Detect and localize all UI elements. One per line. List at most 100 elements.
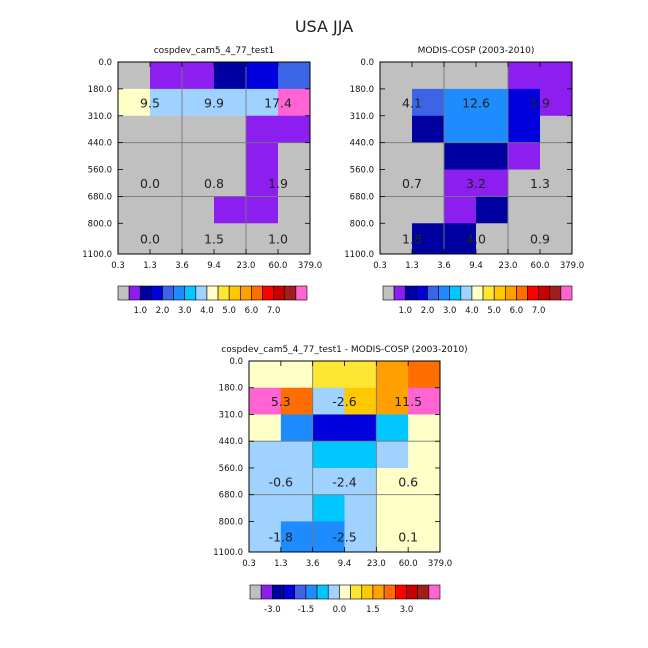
- heatmap-cell: [246, 196, 279, 224]
- x-tick-label: 1.3: [274, 559, 288, 569]
- heatmap-cell: [150, 169, 183, 197]
- heatmap-cell: [476, 169, 509, 197]
- heatmap-cell: [408, 441, 441, 469]
- colorbar-swatch: [538, 285, 551, 301]
- colorbar-label: 1.0: [133, 306, 147, 316]
- y-tick-label: 800.0: [88, 219, 112, 229]
- heatmap-cell: [312, 361, 345, 389]
- heatmap-cell: [412, 115, 445, 144]
- heatmap-cell: [249, 467, 282, 496]
- y-tick-label: 440.0: [88, 139, 112, 149]
- heatmap-cell: [344, 361, 377, 389]
- heatmap-cell: [408, 521, 441, 553]
- heatmap-cell: [278, 142, 311, 170]
- y-tick-label: 800.0: [350, 219, 374, 229]
- cell-value-label: 0.6: [398, 474, 418, 489]
- y-tick-label: 800.0: [219, 517, 243, 527]
- heatmap-cell: [280, 441, 314, 469]
- y-tick-label: 1100.0: [213, 548, 243, 558]
- x-tick-label: 3.6: [306, 559, 320, 569]
- panel-model: cospdev_cam5_4_77_test1 0.3 1.3 3.6 9.4 23.0 6…: [82, 46, 322, 316]
- colorbar-swatch: [151, 285, 163, 301]
- heatmap-cell: [278, 62, 311, 90]
- heatmap-cell: [508, 169, 541, 197]
- colorbar-swatch: [527, 285, 539, 301]
- heatmap-cell: [214, 223, 247, 255]
- cell-value-label: 0.1: [398, 530, 418, 545]
- heatmap-cell: [412, 196, 445, 224]
- heatmap-cell: [150, 115, 183, 144]
- x-tick-label: 0.3: [242, 559, 256, 569]
- heatmap-cell: [408, 494, 441, 522]
- colorbar-label: -3.0: [264, 605, 281, 615]
- heatmap-cell: [214, 169, 247, 197]
- colorbar-swatch: [382, 285, 395, 301]
- heatmap-cell: [118, 115, 151, 144]
- heatmap-cell: [249, 441, 282, 469]
- y-tick-label: 440.0: [350, 139, 374, 149]
- heatmap-cell: [182, 115, 215, 144]
- heatmap-cell: [344, 387, 377, 415]
- heatmap-cell: [380, 169, 413, 197]
- y-tick-label: 0.0: [229, 357, 243, 367]
- cell-value-label: 12.6: [462, 95, 490, 110]
- cell-value-label: 9.5: [140, 95, 160, 110]
- colorbar-swatch: [272, 584, 284, 600]
- heatmap-cell: [344, 441, 377, 469]
- heatmap-cell: [412, 169, 445, 197]
- x-tick-label: 60.0: [269, 261, 288, 271]
- colorbar-swatch: [273, 285, 286, 301]
- colorbar-swatch: [128, 285, 141, 301]
- heatmap-cell: [312, 387, 345, 415]
- heatmap-cell: [214, 142, 247, 170]
- heatmap-cell: [476, 223, 509, 255]
- colorbar-swatch: [417, 584, 430, 600]
- colorbar-label: 3.0: [443, 306, 457, 316]
- colorbar-swatch: [139, 285, 152, 301]
- colorbar-swatch: [350, 584, 363, 600]
- colorbar-swatch: [560, 285, 573, 301]
- heatmap-cell: [150, 62, 183, 90]
- colorbar-label: 7.0: [267, 306, 281, 316]
- colorbar-label: 0.0: [333, 605, 347, 615]
- heatmap-cell: [412, 88, 445, 117]
- colorbar-swatch: [251, 285, 263, 301]
- x-tick-label: 9.4: [469, 261, 483, 271]
- heatmap-cell: [412, 62, 445, 90]
- heatmap-cell: [376, 361, 409, 389]
- colorbar-swatch: [173, 285, 186, 301]
- heatmap-cell: [280, 387, 314, 415]
- x-tick-label: 1.3: [143, 261, 157, 271]
- colorbar-swatch: [162, 285, 174, 301]
- heatmap-cell: [249, 521, 282, 553]
- heatmap-cell: [246, 62, 279, 90]
- x-tick-label: 0.3: [111, 261, 125, 271]
- heatmap-cell: [246, 223, 279, 255]
- heatmap-cell: [508, 62, 541, 90]
- y-tick-label: 0.0: [360, 58, 374, 68]
- colorbar-label: 5.0: [222, 306, 236, 316]
- colorbar-swatch: [449, 285, 462, 301]
- heatmap-cell: [118, 88, 151, 117]
- cell-value-label: 0.8: [204, 176, 224, 191]
- colorbar-swatch: [482, 285, 495, 301]
- panel-difference: cospdev_cam5_4_77_test1 - MODIS-COSP (20…: [213, 345, 467, 615]
- heatmap-cell: [476, 88, 509, 117]
- colorbar-label: 7.0: [532, 306, 546, 316]
- colorbar-swatch: [294, 584, 307, 600]
- heatmap-cell: [376, 494, 409, 522]
- heatmap-cell: [344, 414, 377, 442]
- heatmap-cell: [376, 414, 409, 442]
- colorbar-swatch: [184, 285, 197, 301]
- y-tick-label: 0.0: [98, 58, 112, 68]
- heatmap-cell: [408, 387, 441, 415]
- x-tick-label: 23.0: [237, 261, 256, 271]
- heatmap-cell: [376, 387, 409, 415]
- heatmap-cell: [412, 223, 445, 255]
- cell-value-label: 1.9: [268, 176, 288, 191]
- heatmap-cell: [182, 88, 215, 117]
- heatmap-cell: [344, 467, 377, 496]
- y-tick-label: 310.0: [219, 410, 243, 420]
- heatmap-cell: [444, 62, 477, 90]
- heatmap-cell: [376, 441, 409, 469]
